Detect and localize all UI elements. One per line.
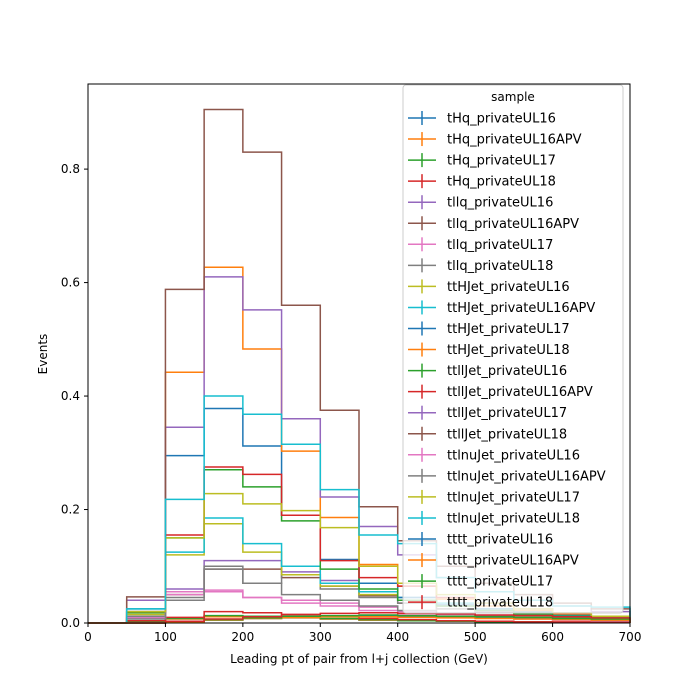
legend-label: ttlnuJet_privateUL17 [447, 490, 580, 505]
x-tick-label: 300 [309, 630, 332, 644]
legend-label: tttt_privateUL16 [447, 533, 553, 548]
y-tick-label: 0.2 [61, 503, 80, 517]
legend-label: tttt_privateUL17 [447, 575, 553, 590]
legend-label: tllq_privateUL17 [447, 238, 553, 253]
legend-label: ttHJet_privateUL18 [447, 343, 570, 358]
legend-entry: tHq_privateUL17 [408, 153, 556, 169]
series-line-tttt_privateUL18 [88, 612, 631, 624]
legend-label: ttHJet_privateUL16APV [447, 301, 595, 316]
legend-entry: ttHJet_privateUL16 [408, 279, 570, 295]
legend-label: ttHJet_privateUL16 [447, 280, 570, 295]
legend-entry: ttllJet_privateUL17 [408, 405, 567, 421]
legend-label: ttlnuJet_privateUL16APV [447, 469, 606, 484]
y-tick-label: 0.8 [61, 162, 80, 176]
legend-label: tttt_privateUL18 [447, 596, 553, 611]
legend-label: ttHJet_privateUL17 [447, 322, 570, 337]
legend-entry: ttlnuJet_privateUL18 [408, 510, 580, 526]
legend-entry: tttt_privateUL16APV [408, 553, 579, 569]
legend-label: tHq_privateUL16 [447, 112, 556, 127]
legend-label: ttllJet_privateUL16 [447, 364, 567, 379]
legend-entry: tllq_privateUL18 [408, 258, 553, 274]
legend-label: tllq_privateUL16 [447, 196, 553, 211]
legend-entry: tHq_privateUL16 [408, 111, 556, 127]
y-axis-ticks: 0.0 0.2 0.4 0.6 0.8 [61, 162, 88, 630]
legend-label: ttllJet_privateUL18 [447, 427, 567, 442]
series-line-tHq_privateUL18 [88, 610, 631, 624]
legend-label: tllq_privateUL16APV [447, 217, 579, 232]
legend-entry: ttllJet_privateUL18 [408, 426, 567, 442]
legend-entry: tllq_privateUL16 [408, 195, 553, 211]
legend-entry: ttlnuJet_privateUL17 [408, 489, 580, 505]
x-tick-label: 600 [541, 630, 564, 644]
x-tick-label: 500 [464, 630, 487, 644]
y-tick-label: 0.0 [61, 616, 80, 630]
legend-entry: ttlnuJet_privateUL16APV [408, 468, 606, 484]
legend-label: tHq_privateUL16APV [447, 133, 582, 148]
legend-entry: tHq_privateUL16APV [408, 132, 582, 148]
axes-frame [87, 83, 631, 624]
legend-label: ttllJet_privateUL17 [447, 406, 567, 421]
legend-entry: ttHJet_privateUL16APV [408, 300, 595, 316]
x-tick-label: 0 [84, 630, 92, 644]
x-axis-ticks: 0 100 200 300 400 500 600 700 [84, 623, 641, 644]
legend-label: tllq_privateUL18 [447, 259, 553, 274]
legend-label: ttllJet_privateUL16APV [447, 385, 593, 400]
legend: sample tHq_privateUL16 tHq_privateUL16APV… [402, 84, 624, 614]
legend-entry: tllq_privateUL16APV [408, 216, 579, 232]
legend-entry: tttt_privateUL17 [408, 574, 553, 590]
legend-label: ttlnuJet_privateUL16 [447, 448, 580, 463]
x-tick-label: 200 [231, 630, 254, 644]
x-tick-label: 400 [386, 630, 409, 644]
y-axis-label: Events [36, 334, 50, 375]
legend-label: tttt_privateUL16APV [447, 554, 579, 569]
x-tick-label: 100 [154, 630, 177, 644]
y-tick-label: 0.4 [61, 389, 80, 403]
legend-label: tHq_privateUL17 [447, 154, 556, 169]
legend-title: sample [491, 90, 535, 104]
legend-entry: ttlnuJet_privateUL16 [408, 447, 580, 463]
x-axis-label: Leading pt of pair from l+j collection (… [230, 652, 488, 666]
legend-entry: tHq_privateUL18 [408, 174, 556, 190]
legend-label: tHq_privateUL18 [447, 175, 556, 190]
legend-entry: tttt_privateUL18 [408, 595, 553, 611]
y-tick-label: 0.6 [61, 276, 80, 290]
legend-box [402, 84, 624, 614]
legend-entry: ttHJet_privateUL18 [408, 342, 570, 358]
legend-label: ttlnuJet_privateUL18 [447, 511, 580, 526]
x-tick-label: 700 [619, 630, 642, 644]
legend-entry: ttllJet_privateUL16APV [408, 384, 593, 400]
legend-entry: tttt_privateUL16 [408, 532, 553, 548]
legend-entry: ttllJet_privateUL16 [408, 363, 567, 379]
legend-entry: tllq_privateUL17 [408, 237, 553, 253]
legend-items: tHq_privateUL16 tHq_privateUL16APV tHq_pri… [408, 111, 606, 611]
legend-entry: ttHJet_privateUL17 [408, 321, 570, 337]
